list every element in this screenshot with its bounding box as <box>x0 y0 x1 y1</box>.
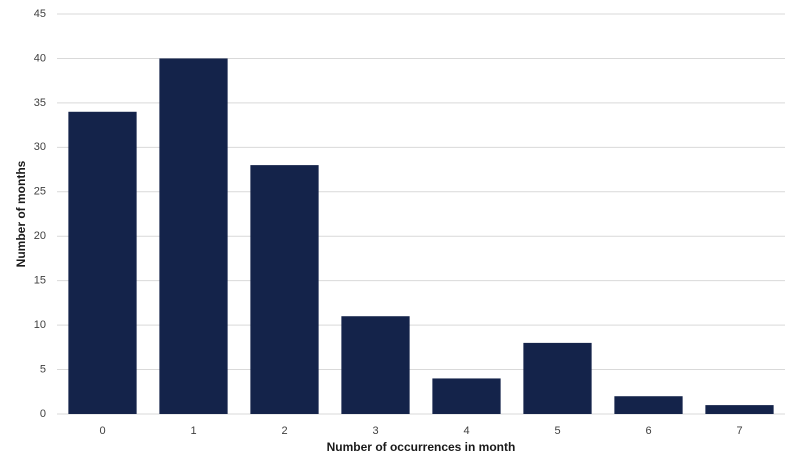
y-tick-label: 5 <box>40 363 46 375</box>
bar <box>341 316 410 414</box>
y-tick-label: 30 <box>34 141 46 153</box>
bar <box>250 165 319 414</box>
bar <box>159 58 228 414</box>
x-tick-label: 4 <box>463 425 469 437</box>
bar <box>523 342 592 414</box>
x-tick-label: 6 <box>645 425 651 437</box>
y-tick-label: 20 <box>34 230 46 242</box>
x-tick-label: 3 <box>372 425 378 437</box>
y-tick-label: 25 <box>34 186 46 198</box>
bar <box>705 405 774 414</box>
y-tick-label: 40 <box>34 52 46 64</box>
x-tick-label: 0 <box>99 425 105 437</box>
bar <box>432 378 501 414</box>
bar <box>68 111 137 415</box>
x-tick-label: 5 <box>554 425 560 437</box>
y-tick-label: 15 <box>34 275 46 287</box>
x-tick-label: 7 <box>736 425 742 437</box>
x-tick-label: 1 <box>190 425 196 437</box>
x-tick-label: 2 <box>281 425 287 437</box>
y-axis-title: Number of months <box>14 160 28 267</box>
y-tick-label: 10 <box>34 319 46 331</box>
y-tick-label: 45 <box>34 8 46 20</box>
y-tick-label: 35 <box>34 97 46 109</box>
bar <box>614 396 683 414</box>
x-axis-title: Number of occurrences in month <box>327 440 516 454</box>
y-tick-label: 0 <box>40 408 46 420</box>
